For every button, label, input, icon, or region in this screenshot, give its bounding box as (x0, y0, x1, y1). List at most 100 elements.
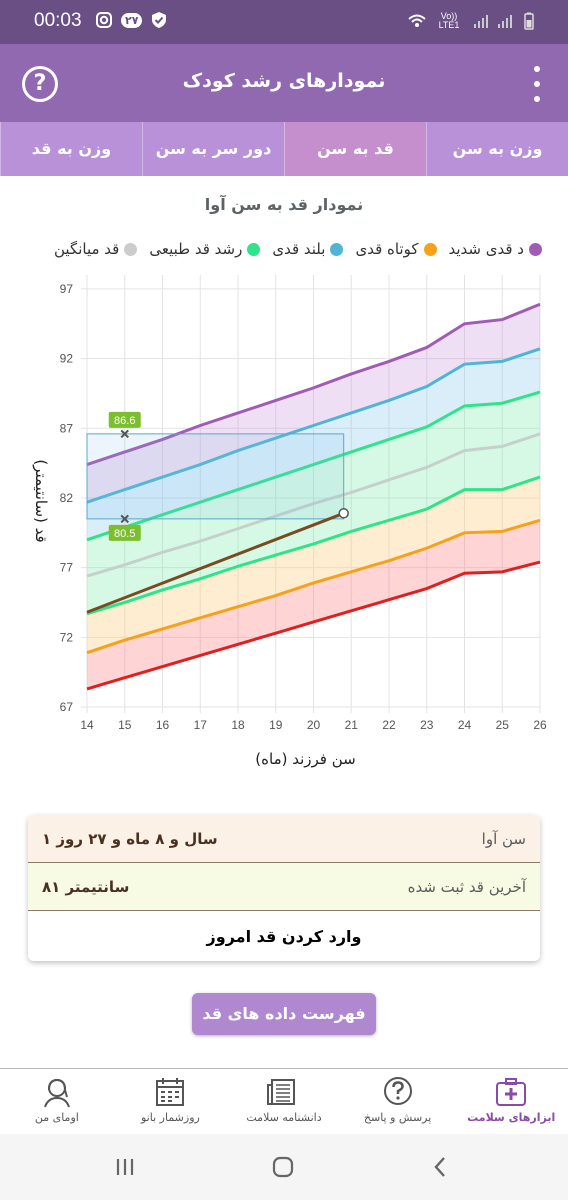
y-tick-label: 77 (60, 561, 74, 575)
legend-item[interactable]: قد میانگین (54, 240, 138, 258)
nav-label: روزشمار بانو (141, 1111, 200, 1124)
legend-dot-icon (330, 242, 344, 256)
legend-label: د قدی شدید (448, 240, 525, 258)
y-tick-label: 82 (60, 491, 74, 505)
legend-dot-icon (529, 242, 542, 256)
question-bubble-icon (383, 1077, 412, 1105)
legend-label: قد میانگین (54, 240, 120, 258)
tab-head-circumference[interactable]: دور سر به سن (142, 122, 284, 176)
nav-profile[interactable]: اومای من (0, 1069, 114, 1134)
nav-label: دانشنامه سلامت (246, 1111, 322, 1124)
x-tick-label: 23 (420, 718, 434, 732)
age-row: ۱ سال و ۸ ماه و ۲۷ روز سن آوا (28, 815, 540, 863)
nav-questions[interactable]: پرسش و پاسخ (341, 1069, 455, 1134)
status-time: 00:03 (34, 10, 82, 31)
y-tick-label: 97 (60, 282, 74, 296)
legend-label: بلند قدی (272, 240, 326, 258)
app-bar: ? نمودارهای رشد کودک (0, 44, 568, 122)
nav-encyclopedia[interactable]: دانشنامه سلامت (227, 1069, 341, 1134)
tab-height-for-age[interactable]: قد به سن (284, 122, 426, 176)
child-latest-point (338, 508, 349, 519)
info-card: ۱ سال و ۸ ماه و ۲۷ روز سن آوا ۸۱ سانتیمت… (28, 815, 540, 961)
y-tick-label: 87 (60, 421, 74, 435)
calendar-icon (156, 1078, 185, 1106)
enter-today-height-button[interactable]: وارد کردن قد امروز (28, 911, 540, 961)
growth-chart[interactable]: 86.6 80.5 14 15 16 17 18 19 20 21 22 23 24 25 26 67 72 77… (0, 270, 568, 780)
status-system-icons: Vo)) LTE1 (408, 12, 538, 30)
legend-item[interactable]: د قدی شدید (448, 240, 542, 258)
y-tick-label: 67 (60, 700, 74, 714)
chart-title: نمودار قد به سن آوا (204, 195, 364, 214)
battery-icon (524, 12, 534, 30)
system-nav-bar (0, 1134, 568, 1200)
series-line-gray (86, 432, 541, 578)
age-label: سن آوا (481, 829, 526, 848)
status-notification-icons: ۲۷ (95, 11, 168, 29)
chart-band (87, 520, 540, 689)
x-tick-label: 22 (382, 718, 396, 732)
x-tick-label: 17 (194, 718, 208, 732)
chart-legend: د قدی شدید کوتاه قدی بلند قدی رشد قد طبیعی ق… (0, 240, 568, 262)
marker-label-box (108, 524, 141, 541)
notification-count-badge: ۲۷ (121, 12, 143, 28)
help-button[interactable]: ? (22, 66, 58, 102)
wifi-icon (408, 14, 426, 27)
legend-label: رشد قد طبیعی (149, 240, 243, 258)
x-tick-label: 26 (533, 718, 547, 732)
legend-dot-icon (423, 242, 437, 256)
marker-x-icon (120, 514, 129, 524)
marker-x-icon (120, 429, 129, 439)
series-line-red (86, 560, 541, 691)
nav-calendar[interactable]: روزشمار بانو (114, 1069, 228, 1134)
tab-weight-for-height[interactable]: وزن به قد (0, 122, 142, 176)
home-icon[interactable] (270, 1154, 296, 1180)
x-tick-label: 18 (231, 718, 245, 732)
series-line-orange (86, 518, 541, 655)
series-line-green-low (86, 475, 541, 616)
x-tick-label: 21 (345, 718, 359, 732)
page-title: نمودارهای رشد کودک (182, 70, 386, 92)
series-line-purple (86, 302, 541, 466)
chart-band (87, 304, 540, 503)
legend-item[interactable]: کوتاه قدی (355, 240, 437, 258)
verified-shield-icon (152, 12, 167, 28)
last-height-row: ۸۱ سانتیمتر آخرین قد ثبت شده (28, 863, 540, 911)
tab-bar: وزن به سن قد به سن دور سر به سن وزن به ق… (0, 122, 568, 176)
network-type-label: Vo)) LTE1 (438, 11, 460, 30)
legend-dot-icon (247, 242, 261, 256)
x-tick-label: 20 (307, 718, 321, 732)
legend-item[interactable]: رشد قد طبیعی (149, 240, 261, 258)
last-height-label: آخرین قد ثبت شده (407, 877, 526, 896)
series-line-green-high (86, 390, 541, 542)
series-line-blue (86, 347, 541, 504)
x-tick-label: 14 (80, 718, 94, 732)
tab-weight-for-age[interactable]: وزن به سن (426, 122, 568, 176)
overflow-menu-icon[interactable] (532, 66, 542, 102)
x-axis-label: سن فرزند (ماه) (255, 750, 355, 768)
nav-label: ابزارهای سلامت (467, 1111, 556, 1124)
status-bar: 00:03 ۲۷ Vo)) LTE1 (0, 0, 568, 44)
back-icon[interactable] (428, 1154, 454, 1180)
x-tick-label: 15 (118, 718, 132, 732)
child-height-line (86, 511, 345, 614)
y-axis-label: قد (سانتیمتر) (32, 459, 50, 542)
chart-band (87, 348, 540, 540)
nav-health-tools[interactable]: ابزارهای سلامت (454, 1069, 568, 1134)
age-value: ۱ سال و ۸ ماه و ۲۷ روز (42, 829, 218, 848)
x-tick-label: 24 (458, 718, 472, 732)
legend-label: کوتاه قدی (355, 240, 419, 258)
signal-bars-icon (474, 15, 488, 28)
height-data-list-button[interactable]: فهرست داده های قد آوا (192, 993, 376, 1065)
marker-label: 80.5 (114, 528, 135, 540)
nav-label: اومای من (34, 1111, 79, 1124)
y-tick-label: 92 (60, 352, 74, 366)
profile-icon (43, 1078, 70, 1108)
legend-dot-icon (124, 242, 138, 256)
recent-apps-icon[interactable] (112, 1154, 138, 1180)
last-height-value: ۸۱ سانتیمتر (42, 877, 130, 896)
nav-label: پرسش و پاسخ (363, 1111, 432, 1124)
medical-kit-icon (496, 1078, 527, 1106)
signal-bars-2-icon (498, 15, 512, 28)
bottom-nav: ابزارهای سلامت پرسش و پاسخ دانشنامه سلام… (0, 1068, 568, 1134)
legend-item[interactable]: بلند قدی (272, 240, 344, 258)
